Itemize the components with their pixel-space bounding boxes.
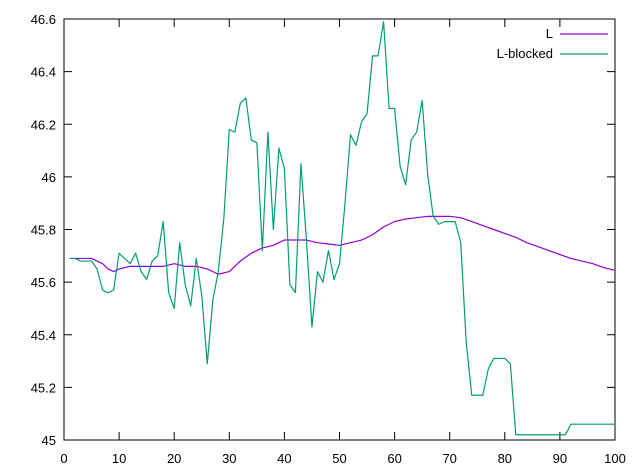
x-axis: 0 10 20 30 40 50 60 70 80 90 100 [60,19,626,466]
y-tick-label: 45 [42,433,56,448]
x-tick-label: 70 [442,451,456,466]
x-tick-label: 10 [112,451,126,466]
x-tick-label: 50 [332,451,346,466]
x-tick-label: 0 [60,451,67,466]
series-line-l-blocked [69,21,615,436]
x-tick-label: 100 [604,451,626,466]
y-tick-label: 45.2 [31,380,56,395]
y-tick-label: 45.8 [31,223,56,238]
x-tick-label: 30 [222,451,236,466]
x-tick-label: 60 [387,451,401,466]
x-tick-label: 40 [277,451,291,466]
y-axis: 45 45.2 45.4 45.6 45.8 46 46.2 46.4 46.6 [31,12,615,448]
series-layer [69,21,616,436]
legend-label-l-blocked: L-blocked [497,46,553,61]
x-tick-label: 20 [167,451,181,466]
legend-label-l: L [546,26,553,41]
y-tick-label: 45.6 [31,275,56,290]
plot-frame [63,18,616,441]
y-tick-label: 46 [42,170,56,185]
x-tick-label: 80 [498,451,512,466]
y-tick-label: 46.2 [31,117,56,132]
series-line-l [69,215,616,275]
y-tick-label: 46.4 [31,65,56,80]
y-tick-label: 45.4 [31,328,56,343]
x-tick-label: 90 [553,451,567,466]
y-tick-label: 46.6 [31,12,56,27]
legend: L L-blocked [497,26,608,61]
